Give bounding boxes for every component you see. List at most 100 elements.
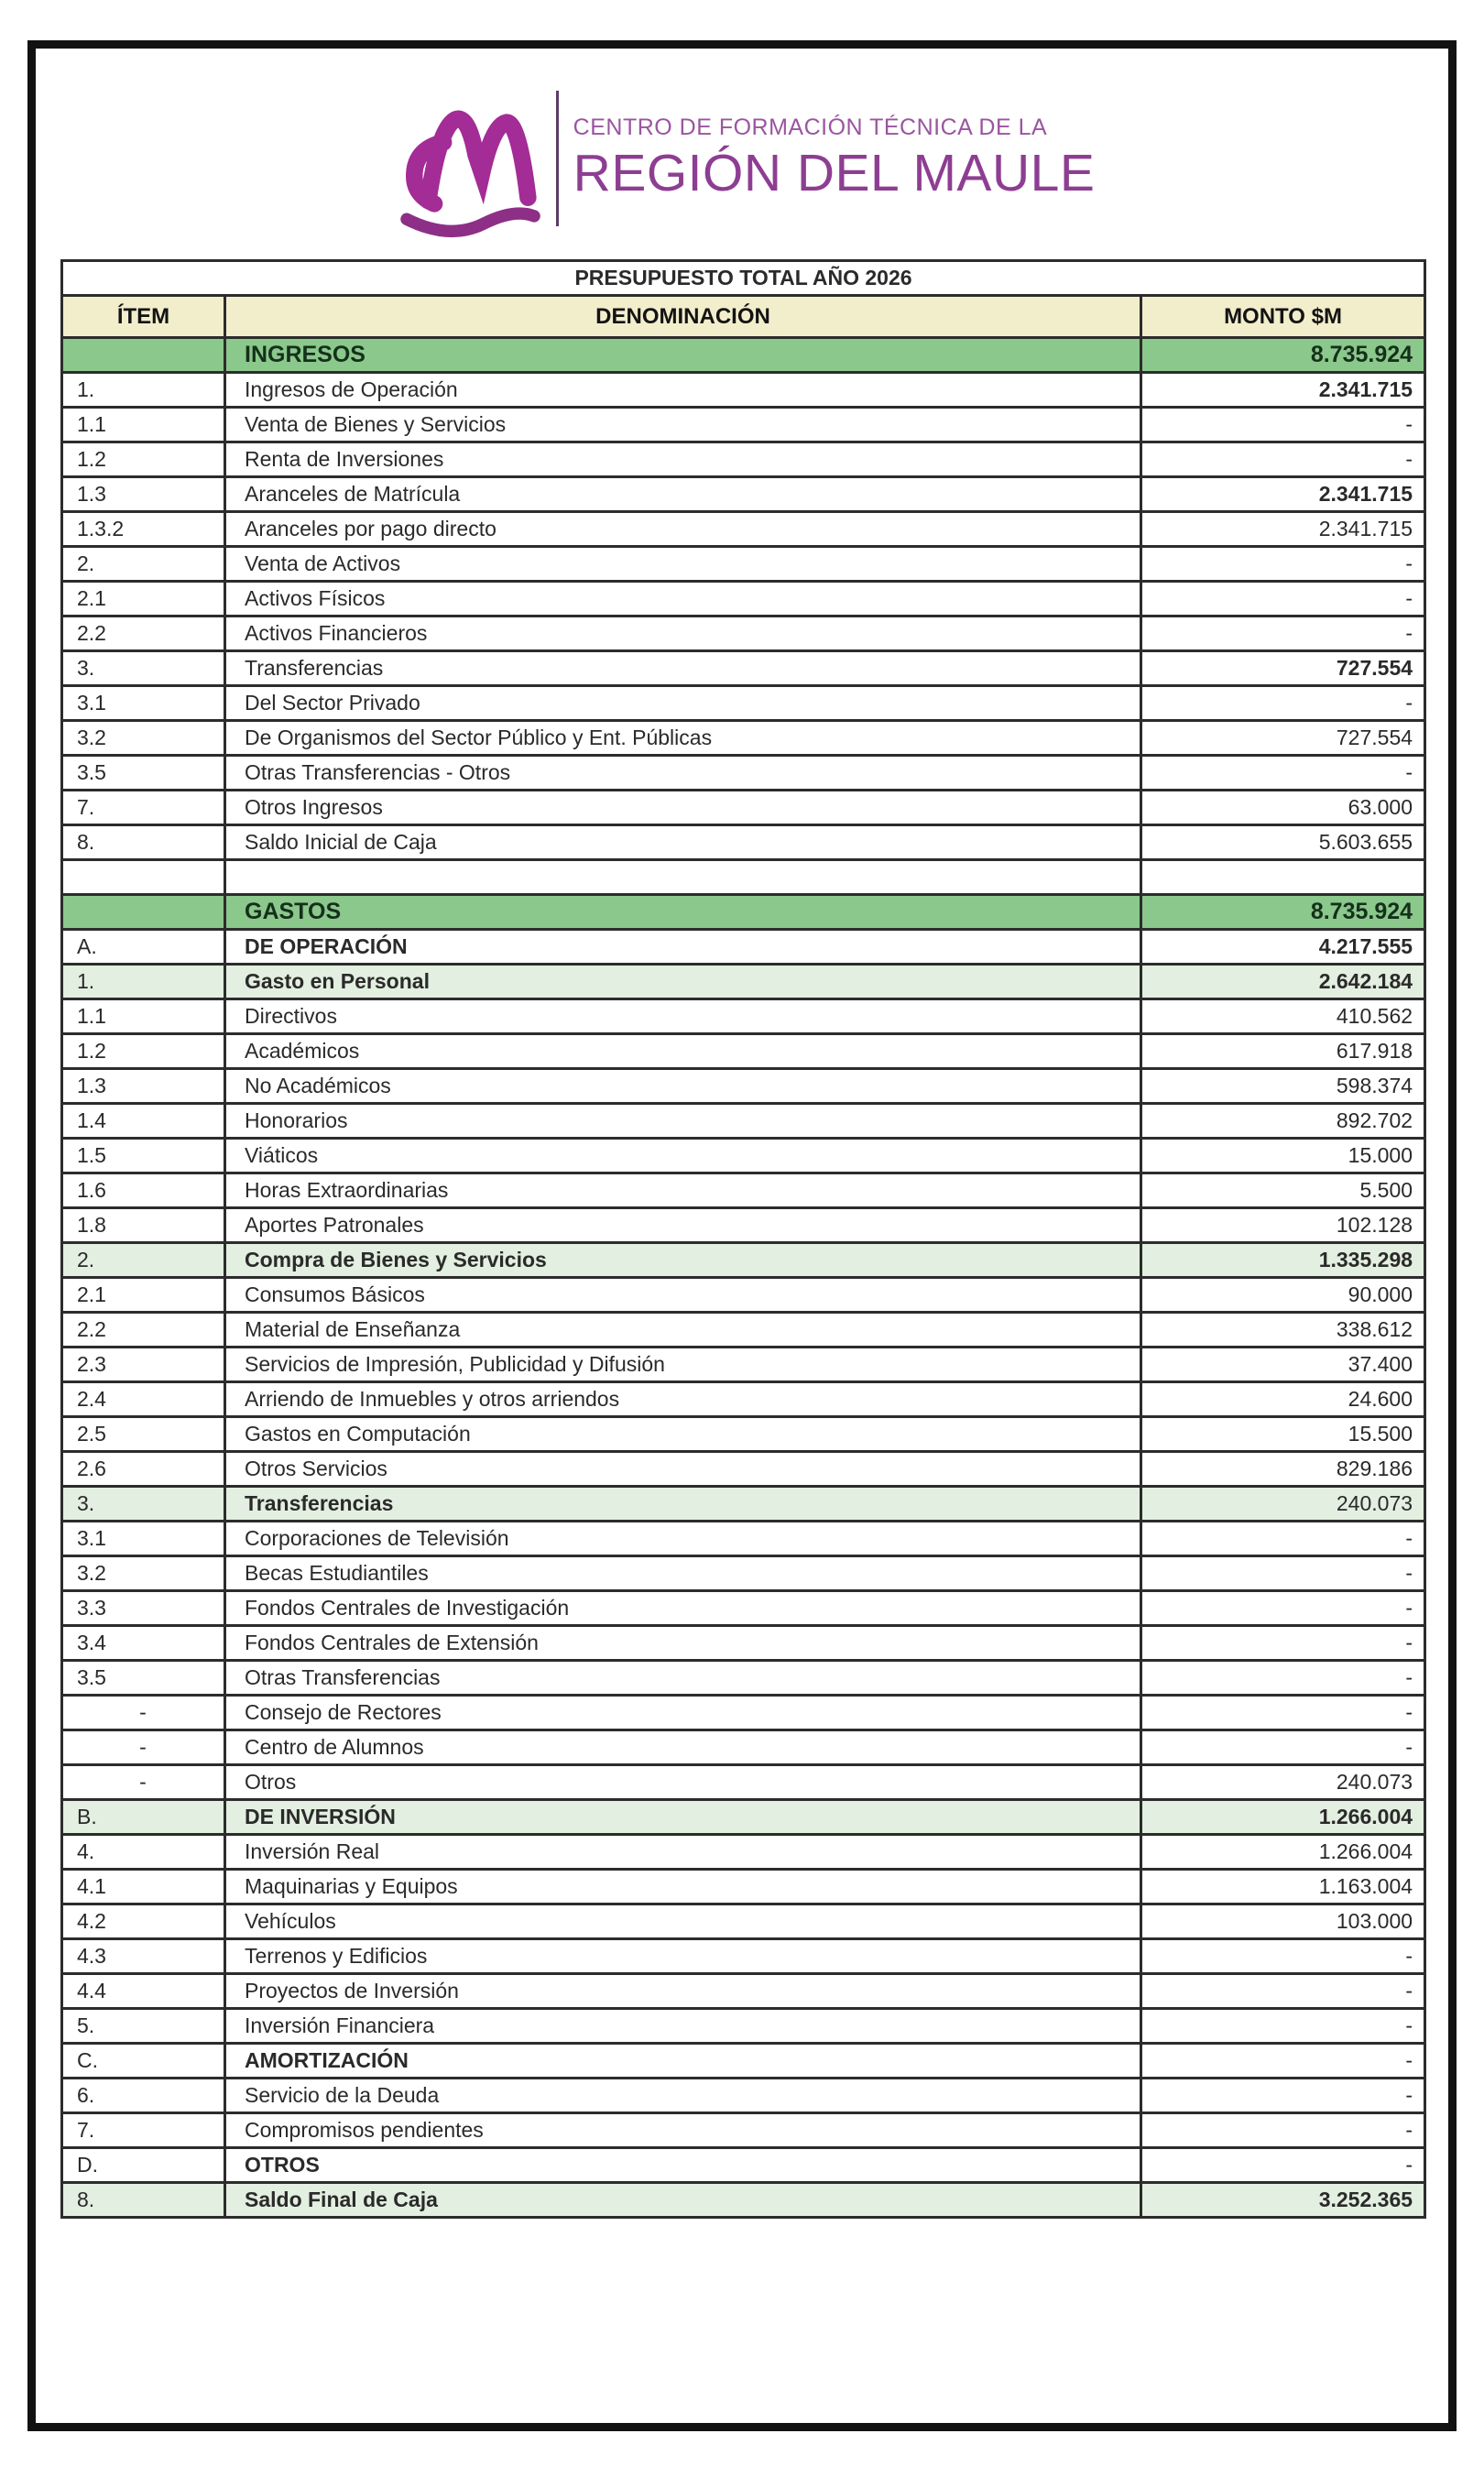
amount-cell: - bbox=[1139, 2146, 1427, 2184]
table-row: 7. Compromisos pendientes - bbox=[60, 2112, 1427, 2149]
table-row: 2.3 Servicios de Impresión, Publicidad y … bbox=[60, 1346, 1427, 1383]
table-row: 8. Saldo Inicial de Caja 5.603.655 bbox=[60, 824, 1427, 861]
table-row: C. AMORTIZACIÓN - bbox=[60, 2042, 1427, 2079]
amount-cell: - bbox=[1139, 1589, 1427, 1627]
denomination-cell: Venta de Bienes y Servicios bbox=[224, 406, 1142, 443]
denomination-cell: Fondos Centrales de Investigación bbox=[224, 1589, 1142, 1627]
amount-cell: - bbox=[1139, 1729, 1427, 1766]
table-title: PRESUPUESTO TOTAL AÑO 2026 bbox=[60, 259, 1427, 297]
denomination-cell: Corporaciones de Televisión bbox=[224, 1520, 1142, 1557]
item-cell: 2.2 bbox=[60, 1311, 226, 1348]
table-row: 3. Transferencias 240.073 bbox=[60, 1485, 1427, 1522]
table-row: 4.1 Maquinarias y Equipos 1.163.004 bbox=[60, 1868, 1427, 1905]
amount-cell: - bbox=[1139, 2077, 1427, 2114]
item-cell: D. bbox=[60, 2146, 226, 2184]
item-cell: 1.2 bbox=[60, 1032, 226, 1070]
denomination-cell: Académicos bbox=[224, 1032, 1142, 1070]
amount-cell: 102.128 bbox=[1139, 1206, 1427, 1244]
denomination-cell: Terrenos y Edificios bbox=[224, 1937, 1142, 1975]
table-row: 2.6 Otros Servicios 829.186 bbox=[60, 1450, 1427, 1488]
item-cell: 6. bbox=[60, 2077, 226, 2114]
denomination-cell: Aportes Patronales bbox=[224, 1206, 1142, 1244]
item-cell: 4.2 bbox=[60, 1903, 226, 1940]
denomination-cell: Del Sector Privado bbox=[224, 684, 1142, 722]
table-row: 3.2 De Organismos del Sector Público y En… bbox=[60, 719, 1427, 757]
page-frame: CENTRO DE FORMACIÓN TÉCNICA DE LA REGIÓN… bbox=[27, 40, 1457, 2431]
item-cell: 2.1 bbox=[60, 580, 226, 617]
item-cell: 4.1 bbox=[60, 1868, 226, 1905]
table-row: 1.1 Directivos 410.562 bbox=[60, 998, 1427, 1035]
denomination-cell: Proyectos de Inversión bbox=[224, 1972, 1142, 2010]
table-row: INGRESOS 8.735.924 bbox=[60, 336, 1427, 374]
denomination-cell: Consumos Básicos bbox=[224, 1276, 1142, 1314]
amount-cell: 829.186 bbox=[1139, 1450, 1427, 1488]
amount-cell: 5.603.655 bbox=[1139, 824, 1427, 861]
table-row: 6. Servicio de la Deuda - bbox=[60, 2077, 1427, 2114]
denomination-cell: Consejo de Rectores bbox=[224, 1694, 1142, 1731]
column-header-item: ÍTEM bbox=[60, 294, 226, 339]
amount-cell: 15.500 bbox=[1139, 1415, 1427, 1453]
table-row: B. DE INVERSIÓN 1.266.004 bbox=[60, 1798, 1427, 1836]
amount-cell: - bbox=[1139, 1624, 1427, 1662]
item-cell: 3.2 bbox=[60, 1555, 226, 1592]
item-cell: 1.4 bbox=[60, 1102, 226, 1140]
denomination-cell: INGRESOS bbox=[224, 336, 1142, 374]
amount-cell: 15.000 bbox=[1139, 1137, 1427, 1174]
amount-cell: - bbox=[1139, 2112, 1427, 2149]
item-cell: 4.3 bbox=[60, 1937, 226, 1975]
denomination-cell: Saldo Inicial de Caja bbox=[224, 824, 1142, 861]
denomination-cell: Fondos Centrales de Extensión bbox=[224, 1624, 1142, 1662]
item-cell: 2.6 bbox=[60, 1450, 226, 1488]
logo-divider bbox=[555, 91, 559, 226]
table-row: 3.5 Otras Transferencias - bbox=[60, 1659, 1427, 1697]
table-header-row: ÍTEM DENOMINACIÓN MONTO $M bbox=[60, 294, 1427, 339]
amount-cell: 2.341.715 bbox=[1139, 510, 1427, 548]
table-row: 3. Transferencias 727.554 bbox=[60, 649, 1427, 687]
denomination-cell: Inversión Real bbox=[224, 1833, 1142, 1871]
amount-cell: - bbox=[1139, 615, 1427, 652]
denomination-cell: DE INVERSIÓN bbox=[224, 1798, 1142, 1836]
amount-cell: - bbox=[1139, 545, 1427, 583]
item-cell: 3.1 bbox=[60, 1520, 226, 1557]
item-cell: 7. bbox=[60, 789, 226, 826]
item-cell: 1.3.2 bbox=[60, 510, 226, 548]
denomination-cell: Honorarios bbox=[224, 1102, 1142, 1140]
table-row: 2.4 Arriendo de Inmuebles y otros arriend… bbox=[60, 1380, 1427, 1418]
table-row: 3.2 Becas Estudiantiles - bbox=[60, 1555, 1427, 1592]
denomination-cell: Gastos en Computación bbox=[224, 1415, 1142, 1453]
amount-cell bbox=[1139, 858, 1427, 896]
denomination-cell: Viáticos bbox=[224, 1137, 1142, 1174]
denomination-cell: Horas Extraordinarias bbox=[224, 1172, 1142, 1209]
denomination-cell: Centro de Alumnos bbox=[224, 1729, 1142, 1766]
item-cell: 7. bbox=[60, 2112, 226, 2149]
item-cell: 8. bbox=[60, 824, 226, 861]
table-row: - Otros 240.073 bbox=[60, 1763, 1427, 1801]
amount-cell: 338.612 bbox=[1139, 1311, 1427, 1348]
table-row: 2.1 Activos Físicos - bbox=[60, 580, 1427, 617]
denomination-cell: Aranceles por pago directo bbox=[224, 510, 1142, 548]
table-row: 2. Venta de Activos - bbox=[60, 545, 1427, 583]
denomination-cell: Servicios de Impresión, Publicidad y Dif… bbox=[224, 1346, 1142, 1383]
amount-cell: 892.702 bbox=[1139, 1102, 1427, 1140]
amount-cell: 1.163.004 bbox=[1139, 1868, 1427, 1905]
table-row: 3.5 Otras Transferencias - Otros - bbox=[60, 754, 1427, 791]
table-row: 1. Gasto en Personal 2.642.184 bbox=[60, 963, 1427, 1000]
denomination-cell: DE OPERACIÓN bbox=[224, 928, 1142, 966]
denomination-cell: Renta de Inversiones bbox=[224, 441, 1142, 478]
item-cell: 3.5 bbox=[60, 1659, 226, 1697]
denomination-cell: Otras Transferencias - Otros bbox=[224, 754, 1142, 791]
item-cell bbox=[60, 858, 226, 896]
item-cell: - bbox=[60, 1763, 226, 1801]
amount-cell: 2.642.184 bbox=[1139, 963, 1427, 1000]
denomination-cell: AMORTIZACIÓN bbox=[224, 2042, 1142, 2079]
denomination-cell: Compra de Bienes y Servicios bbox=[224, 1241, 1142, 1279]
item-cell: 2. bbox=[60, 545, 226, 583]
amount-cell: 1.335.298 bbox=[1139, 1241, 1427, 1279]
table-row: 3.1 Del Sector Privado - bbox=[60, 684, 1427, 722]
table-row: 2.5 Gastos en Computación 15.500 bbox=[60, 1415, 1427, 1453]
denomination-cell: Otros bbox=[224, 1763, 1142, 1801]
amount-cell: 617.918 bbox=[1139, 1032, 1427, 1070]
table-row: 3.1 Corporaciones de Televisión - bbox=[60, 1520, 1427, 1557]
budget-table: PRESUPUESTO TOTAL AÑO 2026 ÍTEM DENOMINA… bbox=[60, 259, 1427, 2219]
table-row: GASTOS 8.735.924 bbox=[60, 893, 1427, 931]
